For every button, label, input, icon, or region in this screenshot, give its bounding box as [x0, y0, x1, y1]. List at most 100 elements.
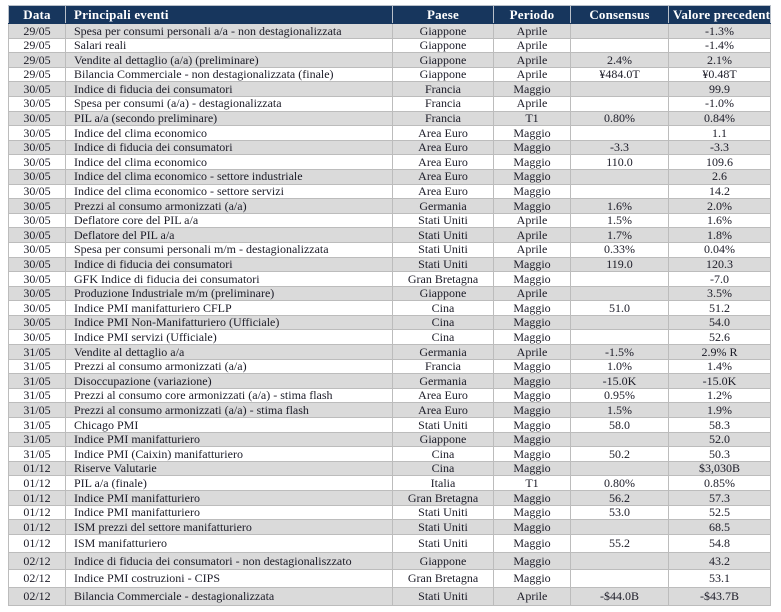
cell-valore: 57.3 [668, 490, 771, 506]
table-body: 29/05 Spesa per consumi personali a/a - n… [8, 23, 771, 606]
cell-valore: 109.6 [668, 154, 771, 170]
table-row: 02/12 Indice PMI costruzioni - CIPS Gran B… [8, 569, 771, 589]
cell-periodo: Maggio [493, 314, 571, 331]
table-row: 01/12 ISM prezzi del settore manifatturie… [8, 519, 771, 535]
cell-paese: Stati Uniti [392, 256, 494, 273]
column-header-evento: Principali eventi [65, 5, 393, 24]
cell-data: 30/05 [8, 139, 66, 156]
table-row: 01/12 Indice PMI manifatturiero Stati Unit… [8, 504, 771, 521]
cell-valore: 1.8% [668, 227, 771, 243]
cell-consensus: 50.2 [570, 446, 669, 462]
cell-valore: 50.3 [668, 446, 771, 462]
cell-paese: Stati Uniti [392, 504, 494, 521]
cell-consensus: 0.95% [570, 387, 669, 404]
cell-valore: 2.9% R [668, 344, 771, 360]
cell-valore: 1.9% [668, 402, 771, 419]
cell-evento: Indice PMI manifatturiero [65, 504, 393, 521]
table-row: 30/05 Indice di fiducia dei consumatori Ar… [8, 139, 771, 156]
cell-periodo: Maggio [493, 139, 571, 156]
cell-data: 30/05 [8, 110, 66, 127]
cell-periodo: Maggio [493, 373, 571, 389]
cell-evento: Prezzi al consumo armonizzati (a/a) [65, 198, 393, 214]
cell-periodo: Aprile [493, 587, 571, 606]
column-header-consensus: Consensus [570, 5, 669, 24]
cell-evento: Indice del clima economico [65, 125, 393, 141]
cell-valore: 14.2 [668, 183, 771, 200]
cell-evento: Bilancia Commerciale - destagionalizzata [65, 587, 393, 606]
cell-paese: Giappone [392, 37, 494, 54]
cell-evento: Indice PMI Non-Manifatturiero (Ufficiale… [65, 314, 393, 331]
cell-consensus: 1.6% [570, 198, 669, 214]
cell-data: 30/05 [8, 81, 66, 97]
cell-consensus [570, 271, 669, 287]
cell-paese: Francia [392, 358, 494, 375]
cell-consensus: -15.0K [570, 373, 669, 389]
cell-evento: Riserve Valutarie [65, 460, 393, 477]
cell-data: 01/12 [8, 504, 66, 521]
cell-data: 29/05 [8, 37, 66, 54]
table-row: 29/05 Vendite al dettaglio (a/a) (prelimi… [8, 52, 771, 68]
table-row: 30/05 Indice del clima economico Area Euro… [8, 154, 771, 170]
cell-data: 30/05 [8, 271, 66, 287]
cell-paese: Stati Uniti [392, 227, 494, 243]
cell-data: 31/05 [8, 373, 66, 389]
cell-valore: 0.04% [668, 241, 771, 258]
table-row: 30/05 Prezzi al consumo armonizzati (a/a)… [8, 198, 771, 214]
table-row: 31/05 Disoccupazione (variazione) Germania… [8, 373, 771, 389]
cell-consensus [570, 183, 669, 200]
cell-paese: Giappone [392, 431, 494, 448]
cell-evento: Prezzi al consumo armonizzati (a/a) - st… [65, 402, 393, 419]
cell-consensus [570, 125, 669, 141]
cell-valore: 51.2 [668, 300, 771, 316]
cell-paese: Gran Bretagna [392, 271, 494, 287]
cell-valore: 1.6% [668, 212, 771, 229]
cell-periodo: Aprile [493, 212, 571, 229]
cell-consensus [570, 431, 669, 448]
cell-evento: Indice del clima economico [65, 154, 393, 170]
cell-paese: Area Euro [392, 402, 494, 419]
cell-paese: Area Euro [392, 387, 494, 404]
cell-consensus: 51.0 [570, 300, 669, 316]
cell-periodo: Maggio [493, 168, 571, 185]
cell-data: 31/05 [8, 431, 66, 448]
cell-valore: 43.2 [668, 551, 771, 571]
table-header: Data Principali eventi Paese Periodo Consens… [8, 5, 771, 24]
cell-paese: Germania [392, 344, 494, 360]
cell-consensus: 1.5% [570, 402, 669, 419]
cell-periodo: Aprile [493, 23, 571, 39]
cell-valore: 0.84% [668, 110, 771, 127]
cell-data: 31/05 [8, 417, 66, 433]
cell-evento: PIL a/a (finale) [65, 475, 393, 491]
cell-paese: Stati Uniti [392, 417, 494, 433]
cell-consensus: ¥484.0T [570, 66, 669, 83]
cell-evento: Salari reali [65, 37, 393, 54]
cell-paese: Area Euro [392, 183, 494, 200]
economic-calendar-table: Data Principali eventi Paese Periodo Consens… [8, 5, 771, 606]
cell-consensus: 56.2 [570, 490, 669, 506]
cell-consensus: 119.0 [570, 256, 669, 273]
column-header-data: Data [8, 5, 66, 24]
table-row: 31/05 Prezzi al consumo armonizzati (a/a)… [8, 358, 771, 375]
cell-data: 02/12 [8, 587, 66, 606]
cell-data: 30/05 [8, 168, 66, 185]
cell-valore: 52.6 [668, 329, 771, 346]
cell-consensus: 1.5% [570, 212, 669, 229]
cell-data: 02/12 [8, 569, 66, 589]
table-row: 31/05 Vendite al dettaglio a/a Germania Apr… [8, 344, 771, 360]
cell-paese: Cina [392, 329, 494, 346]
table-row: 29/05 Salari reali Giappone Aprile -1.4% [8, 37, 771, 54]
table-row: 31/05 Indice PMI (Caixin) manifatturiero C… [8, 446, 771, 462]
cell-data: 30/05 [8, 227, 66, 243]
cell-consensus [570, 314, 669, 331]
cell-periodo: Maggio [493, 417, 571, 433]
table-row: 30/05 Deflatore core del PIL a/a Stati Uni… [8, 212, 771, 229]
header-row: Data Principali eventi Paese Periodo Consens… [8, 5, 771, 24]
cell-consensus: -$44.0B [570, 587, 669, 606]
cell-valore: -15.0K [668, 373, 771, 389]
cell-periodo: Maggio [493, 271, 571, 287]
column-header-periodo: Periodo [493, 5, 571, 24]
cell-valore: 52.5 [668, 504, 771, 521]
cell-periodo: Maggio [493, 198, 571, 214]
cell-paese: Francia [392, 95, 494, 112]
cell-data: 30/05 [8, 329, 66, 346]
